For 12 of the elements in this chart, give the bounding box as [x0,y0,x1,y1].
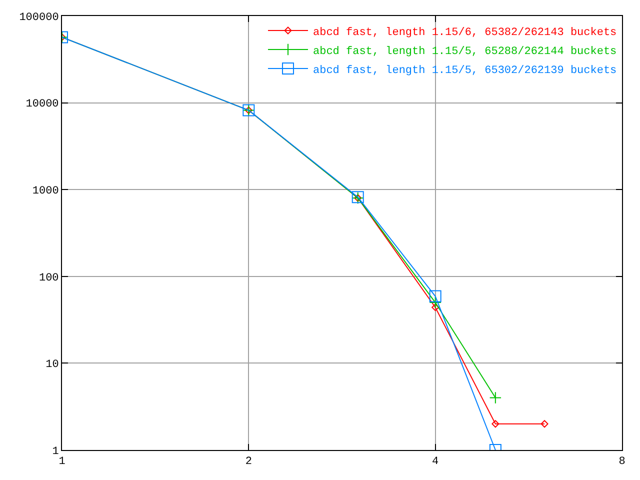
y-tick-label: 1 [52,446,60,458]
legend-label: abcd fast, length 1.15/6, 65382/262143 buckets [313,26,617,39]
y-tick-label: 10000 [26,98,59,111]
y-tick-label: 100 [38,272,59,284]
y-tick-label: 10 [46,359,59,372]
y-tick-label: 100000 [19,12,59,24]
legend-label: abcd fast, length 1.15/5, 65288/262144 buckets [313,46,617,58]
x-tick-label: 2 [245,456,252,468]
y-tick-label: 1000 [32,185,59,198]
legend-label: abcd fast, length 1.15/5, 65302/262139 buckets [313,64,617,77]
x-tick-label: 8 [618,456,626,468]
x-tick-label: 4 [432,456,440,468]
